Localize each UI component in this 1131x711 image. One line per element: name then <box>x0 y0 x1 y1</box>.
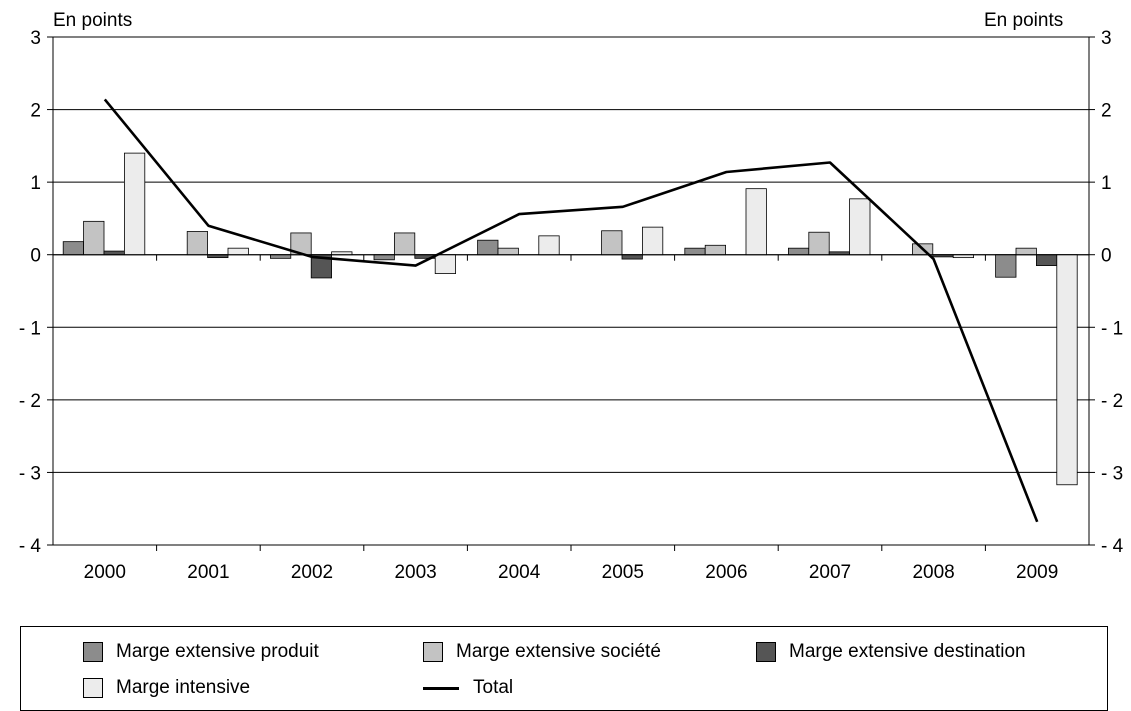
legend-swatch-marge-extensive-destination <box>756 642 776 662</box>
y-tick-label-left: 2 <box>30 101 41 122</box>
legend-item-marge-extensive-produit: Marge extensive produit <box>83 641 319 663</box>
x-tick-label: 2007 <box>809 562 851 583</box>
y-tick-label-right: 3 <box>1101 28 1112 49</box>
bar-marge-extensive-produit-2003 <box>373 254 395 261</box>
x-tick-label: 2009 <box>1016 562 1058 583</box>
x-tick-label: 2003 <box>394 562 436 583</box>
legend-item-marge-extensive-societe: Marge extensive société <box>423 641 661 663</box>
legend-label-marge-extensive-produit: Marge extensive produit <box>116 641 319 662</box>
bar-marge-intensive-2004 <box>538 235 560 256</box>
bar-marge-extensive-soci-t--2004 <box>497 247 519 256</box>
y-tick-label-right: - 1 <box>1101 318 1123 339</box>
bar-marge-extensive-soci-t--2005 <box>601 230 623 256</box>
right-axis-unit: En points <box>984 10 1064 31</box>
bar-marge-intensive-2003 <box>434 254 457 274</box>
y-tick-label-left: - 3 <box>19 463 41 484</box>
x-tick-label: 2006 <box>705 562 747 583</box>
y-tick-label-left: 0 <box>30 246 41 267</box>
bar-marge-extensive-destination-2005 <box>621 254 643 260</box>
legend-swatch-marge-extensive-societe <box>423 642 443 662</box>
bar-marge-extensive-soci-t--2001 <box>186 231 208 256</box>
y-tick-label-right: 1 <box>1101 173 1112 194</box>
y-tick-label-left: 1 <box>30 173 41 194</box>
legend-label-marge-extensive-destination: Marge extensive destination <box>789 641 1026 662</box>
bar-marge-extensive-soci-t--2006 <box>704 244 727 256</box>
bar-marge-extensive-produit-2000 <box>62 241 85 256</box>
series-line-total <box>103 98 1039 523</box>
y-tick-label-left: - 1 <box>19 318 41 339</box>
bar-marge-extensive-soci-t--2009 <box>1015 247 1037 256</box>
bar-marge-intensive-2007 <box>849 198 871 256</box>
y-tick-label-right: - 2 <box>1101 391 1123 412</box>
bar-marge-extensive-soci-t--2007 <box>808 231 830 256</box>
legend-item-marge-intensive: Marge intensive <box>83 677 250 699</box>
bar-marge-extensive-destination-2000 <box>103 250 125 256</box>
x-tick-label: 2008 <box>912 562 954 583</box>
legend-label-marge-intensive: Marge intensive <box>116 677 251 698</box>
legend-swatch-marge-extensive-produit <box>83 642 103 662</box>
y-tick-label-left: - 2 <box>19 391 41 412</box>
legend-item-marge-extensive-destination: Marge extensive destination <box>756 641 1026 663</box>
legend-swatch-marge-intensive <box>83 678 103 698</box>
y-tick-label-left: 3 <box>30 28 41 49</box>
y-tick-label-right: - 3 <box>1101 463 1123 484</box>
x-tick-label: 2002 <box>291 562 333 583</box>
legend-item-total: Total <box>423 677 513 699</box>
bar-marge-extensive-soci-t--2000 <box>83 220 105 256</box>
x-tick-label: 2001 <box>187 562 229 583</box>
left-axis-unit: En points <box>53 10 133 31</box>
bar-marge-intensive-2005 <box>642 226 664 256</box>
y-tick-label-right: 0 <box>1101 246 1112 267</box>
bar-marge-intensive-2009 <box>1056 254 1078 486</box>
x-tick-label: 2000 <box>84 562 126 583</box>
y-tick-label-right: 2 <box>1101 101 1112 122</box>
legend-line-total <box>423 686 459 690</box>
plot-frame <box>52 36 1090 546</box>
bar-marge-intensive-2001 <box>227 247 249 256</box>
legend: Marge extensive produit Marge extensive … <box>20 626 1108 711</box>
y-tick-label-right: - 4 <box>1101 536 1124 557</box>
chart: 3 3 2 2 1 1 0 0 - 1 - 1 - 2 - 2 - 3 - 3 - 4 - 4 2000 2001… <box>19 28 1124 583</box>
bar-marge-extensive-produit-2006 <box>684 247 706 256</box>
bar-marge-extensive-produit-2002 <box>269 254 292 259</box>
bar-marge-extensive-soci-t--2003 <box>393 232 416 256</box>
legend-label-total: Total <box>473 677 514 698</box>
bar-marge-extensive-destination-2009 <box>1036 254 1058 266</box>
bar-marge-extensive-produit-2004 <box>477 239 499 256</box>
bar-marge-extensive-produit-2007 <box>788 247 810 256</box>
x-tick-label: 2005 <box>602 562 644 583</box>
bar-marge-extensive-produit-2009 <box>995 254 1017 278</box>
legend-label-marge-extensive-societe: Marge extensive société <box>456 641 661 662</box>
x-tick-label: 2004 <box>498 562 541 583</box>
bar-marge-intensive-2006 <box>745 188 767 256</box>
bar-marge-intensive-2000 <box>124 152 146 256</box>
y-tick-label-left: - 4 <box>19 536 42 557</box>
